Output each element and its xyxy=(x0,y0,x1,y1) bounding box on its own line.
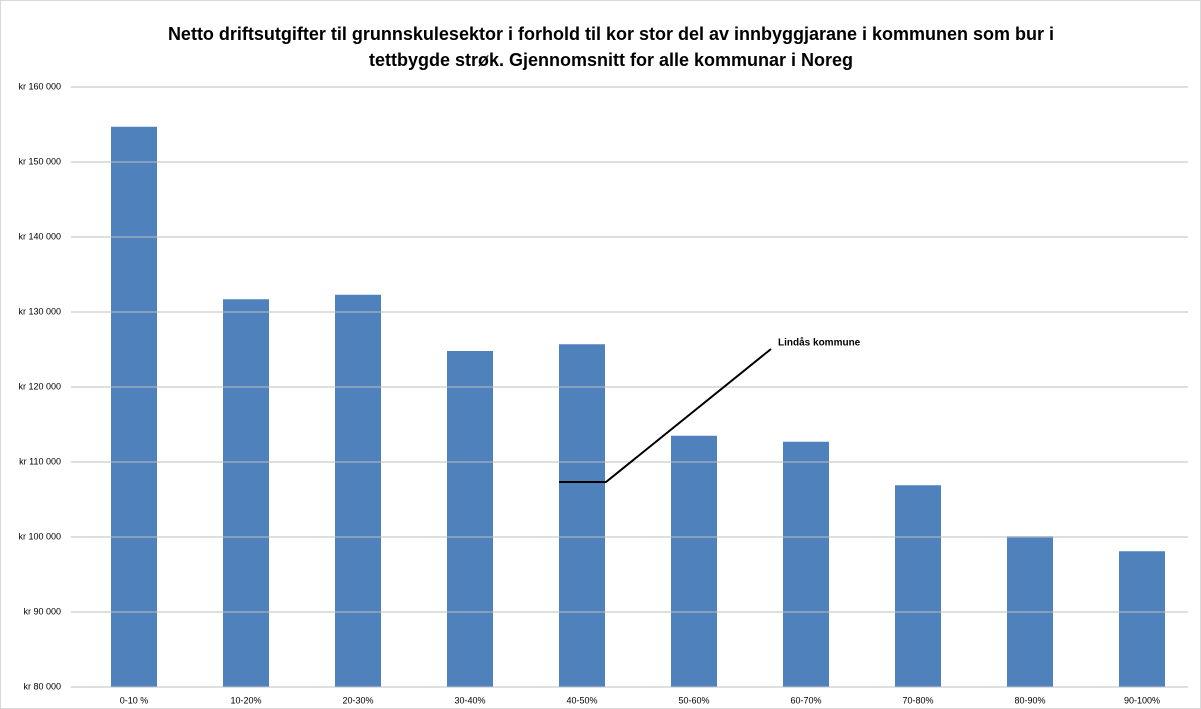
x-tick-label: 90-100% xyxy=(1124,695,1160,705)
y-tick-label: kr 100 000 xyxy=(18,531,61,541)
annotation: Lindås kommune xyxy=(778,337,861,349)
y-tick-label: kr 90 000 xyxy=(23,606,61,616)
x-tick-label: 10-20% xyxy=(230,695,261,705)
bar xyxy=(1119,551,1165,687)
y-tick-label: kr 130 000 xyxy=(18,306,61,316)
x-tick-label: 20-30% xyxy=(342,695,373,705)
y-tick-label: kr 150 000 xyxy=(18,156,61,166)
bar xyxy=(111,126,157,687)
y-tick-label: kr 120 000 xyxy=(18,381,61,391)
bar xyxy=(335,294,381,687)
x-tick-label: 30-40% xyxy=(454,695,485,705)
annotation-line xyxy=(559,348,772,483)
y-tick-label: kr 140 000 xyxy=(18,231,61,241)
x-tick-label: 50-60% xyxy=(678,695,709,705)
x-tick-label: 80-90% xyxy=(1014,695,1045,705)
bar xyxy=(895,485,941,687)
y-tick-label: kr 110 000 xyxy=(19,456,61,466)
x-tick-label: 40-50% xyxy=(566,695,597,705)
y-tick-label: kr 80 000 xyxy=(23,681,61,691)
chart-title: Netto driftsutgifter til grunnskulesekto… xyxy=(167,24,1055,70)
bar xyxy=(223,299,269,687)
x-tick-label: 70-80% xyxy=(902,695,933,705)
x-tick-label: 60-70% xyxy=(790,695,821,705)
bar xyxy=(671,435,717,687)
bar xyxy=(783,441,829,687)
bar xyxy=(559,344,605,687)
bar xyxy=(447,351,493,687)
x-tick-label: 0-10 % xyxy=(120,695,149,705)
y-tick-label: kr 160 000 xyxy=(18,81,61,91)
